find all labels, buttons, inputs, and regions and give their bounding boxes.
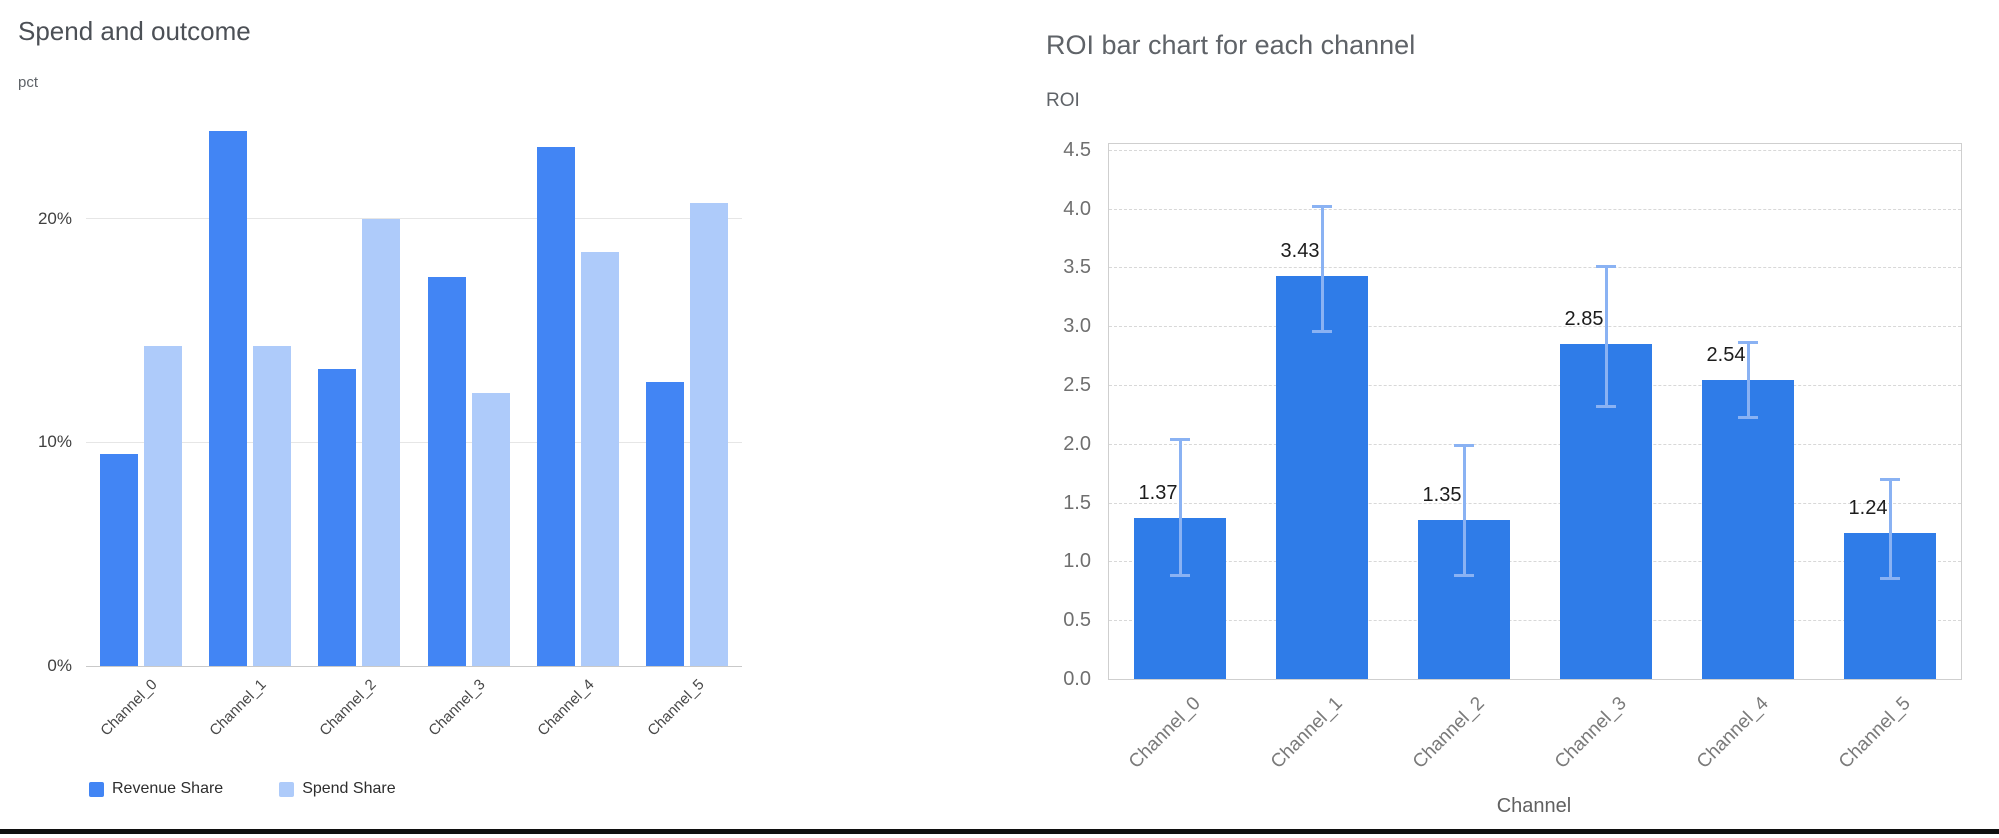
bottom-divider xyxy=(0,829,1999,834)
x-tick-label: Channel_0 xyxy=(1125,693,1205,773)
roi-bar[interactable] xyxy=(1276,275,1368,679)
x-tick-label: Channel_2 xyxy=(316,676,380,740)
error-bar-line xyxy=(1604,266,1608,408)
legend-item[interactable]: Spend Share xyxy=(279,780,396,798)
y-tick-label: 0% xyxy=(47,656,72,675)
roi-y-axis-title: ROI xyxy=(1046,90,1080,111)
error-bar-cap-top xyxy=(1596,265,1616,269)
y-tick-label: 4.0 xyxy=(1063,197,1091,220)
spend-outcome-legend: Revenue Share Spend Share xyxy=(89,780,396,798)
bar-value-label: 1.37 xyxy=(1138,481,1178,504)
y-tick-label: 10% xyxy=(37,432,72,452)
y-tick-label: 4.5 xyxy=(1063,138,1091,161)
roi-bar[interactable] xyxy=(1702,380,1794,679)
gridline xyxy=(86,218,742,220)
legend-item[interactable]: Revenue Share xyxy=(89,780,223,798)
bar-value-label: 2.85 xyxy=(1564,307,1604,330)
x-tick-label: Channel_2 xyxy=(1409,693,1489,773)
error-bar-cap-bottom xyxy=(1312,330,1332,334)
y-tick-label: 3.0 xyxy=(1063,315,1091,338)
gridline xyxy=(1109,443,1961,445)
gridline xyxy=(86,441,742,443)
x-tick-label: Channel_0 xyxy=(97,676,161,740)
revenue-share-bar[interactable] xyxy=(318,368,357,666)
error-bar-line xyxy=(1178,439,1182,576)
spend-share-bar[interactable] xyxy=(143,346,182,666)
revenue-share-bar[interactable] xyxy=(537,147,575,666)
roi-x-axis-title: Channel xyxy=(1496,795,1572,817)
gridline xyxy=(86,665,742,667)
x-tick-label: Channel_5 xyxy=(644,676,708,740)
spend-outcome-chart: Spend and outcome pct 0% 10% 20% Channel_0 C… xyxy=(0,0,820,838)
gridline xyxy=(1109,502,1961,504)
spend-share-bar[interactable] xyxy=(253,346,291,666)
spend-share-bar[interactable] xyxy=(471,393,510,666)
gridline xyxy=(1109,326,1961,328)
error-bar-line xyxy=(1746,341,1750,418)
y-tick-label: 0.5 xyxy=(1063,609,1091,632)
spend-share-bar[interactable] xyxy=(690,202,729,666)
bar-value-label: 2.54 xyxy=(1706,344,1746,367)
error-bar-cap-top xyxy=(1880,478,1900,482)
y-tick-label: 2.0 xyxy=(1063,432,1091,455)
error-bar-cap-top xyxy=(1454,444,1474,447)
gridline xyxy=(1109,208,1961,210)
error-bar-cap-bottom xyxy=(1880,577,1900,581)
revenue-share-bar[interactable] xyxy=(646,381,685,666)
y-tick-label: 1.0 xyxy=(1063,550,1091,573)
y-tick-label: 2.5 xyxy=(1063,374,1091,397)
x-tick-label: Channel_4 xyxy=(534,676,599,740)
x-tick-label: Channel_5 xyxy=(1835,693,1915,773)
error-bar-cap-top xyxy=(1170,438,1190,442)
error-bar-cap-bottom xyxy=(1170,573,1190,577)
error-bar-cap-top xyxy=(1312,205,1332,209)
error-bar-line xyxy=(1888,479,1892,580)
error-bar-line xyxy=(1320,206,1324,333)
legend-swatch xyxy=(279,781,295,797)
gridline xyxy=(1109,385,1961,387)
roi-chart: ROI bar chart for each channel ROI 0.0 0.… xyxy=(1040,0,1999,838)
legend-label: Revenue Share xyxy=(112,780,224,797)
legend-label: Spend Share xyxy=(302,780,396,797)
revenue-share-bar[interactable] xyxy=(99,453,138,666)
gridline xyxy=(1109,620,1961,622)
error-bar-line xyxy=(1462,445,1466,576)
x-tick-label: Channel_3 xyxy=(425,676,489,740)
gridline xyxy=(1109,561,1961,563)
bar-value-label: 3.43 xyxy=(1280,239,1320,262)
bar-value-label: 1.24 xyxy=(1848,497,1888,520)
spend-outcome-plot-area: 0% 10% 20% Channel_0 Channel_1 Channel_2 Chann… xyxy=(38,118,742,739)
error-bar-cap-bottom xyxy=(1738,415,1758,419)
error-bar-cap-top xyxy=(1738,340,1758,344)
bar-value-label: 1.35 xyxy=(1422,484,1462,507)
spend-outcome-chart-title: Spend and outcome xyxy=(18,16,251,46)
y-tick-label: 3.5 xyxy=(1063,256,1091,279)
revenue-share-bar[interactable] xyxy=(209,131,247,666)
x-tick-label: Channel_1 xyxy=(1267,693,1347,773)
error-bar-cap-bottom xyxy=(1596,405,1616,409)
x-tick-label: Channel_3 xyxy=(1551,693,1631,773)
y-tick-label: 20% xyxy=(37,208,72,228)
y-tick-label: 1.5 xyxy=(1063,491,1091,514)
y-tick-label: 0.0 xyxy=(1063,668,1091,690)
error-bar-cap-bottom xyxy=(1454,573,1474,577)
x-tick-label: Channel_1 xyxy=(206,676,271,740)
roi-chart-title: ROI bar chart for each channel xyxy=(1046,30,1416,60)
spend-outcome-y-axis-title: pct xyxy=(18,74,39,91)
roi-plot-area: 0.0 0.5 1.0 1.5 2.0 2.5 3.0 3.5 4.0 4.5 1.37 Channe… xyxy=(1063,139,1962,773)
gridline xyxy=(1109,267,1961,269)
x-tick-label: Channel_4 xyxy=(1693,693,1773,773)
spend-share-bar[interactable] xyxy=(362,218,401,666)
gridline xyxy=(1109,149,1961,151)
spend-share-bar[interactable] xyxy=(581,252,619,666)
revenue-share-bar[interactable] xyxy=(427,276,466,666)
legend-swatch xyxy=(89,781,104,797)
